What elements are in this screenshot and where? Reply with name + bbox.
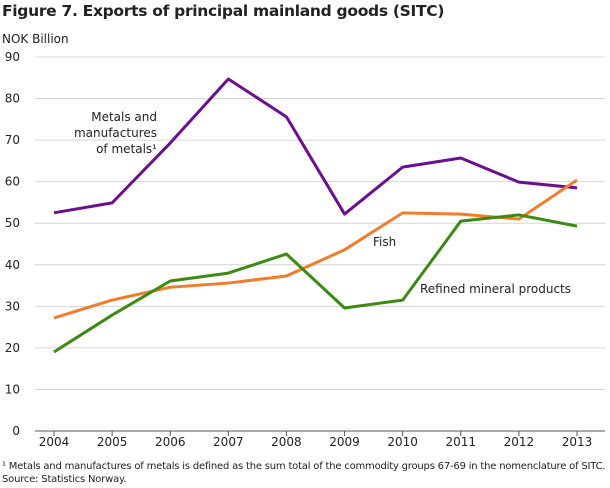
chart-title: Figure 7. Exports of principal mainland … [2,2,445,20]
y-tick-label: 30 [5,299,20,313]
series-label-0: Metals and [91,110,157,124]
x-tick-label: 2006 [155,435,186,449]
y-tick-label: 90 [5,50,20,64]
series-line-0 [53,77,578,216]
x-tick-label: 2011 [446,435,477,449]
x-tick-label: 2007 [213,435,244,449]
y-axis-label: NOK Billion [2,32,69,46]
y-tick-label: 40 [5,258,20,272]
x-tick-label: 2013 [562,435,593,449]
series-label-0: of metals¹ [96,142,157,156]
y-tick-label: 0 [12,424,20,438]
x-tick-label: 2005 [97,435,128,449]
source-note: Source: Statistics Norway. [2,474,127,485]
x-tick-label: 2009 [329,435,360,449]
footnote: ¹ Metals and manufactures of metals is d… [2,461,606,472]
series-label-1: Fish [373,235,396,249]
y-tick-label: 50 [5,216,20,230]
x-tick-label: 2010 [387,435,418,449]
x-tick-label: 2004 [39,435,70,449]
series-label-0: manufactures [74,126,157,140]
x-tick-label: 2008 [271,435,302,449]
y-tick-label: 60 [5,175,20,189]
x-tick-label: 2012 [504,435,535,449]
series-line-2 [53,213,578,354]
series-line-1 [53,178,578,320]
y-tick-label: 10 [5,382,20,396]
y-tick-label: 20 [5,341,20,355]
series-label-2: Refined mineral products [420,282,571,296]
y-tick-label: 80 [5,92,20,106]
y-tick-label: 70 [5,133,20,147]
